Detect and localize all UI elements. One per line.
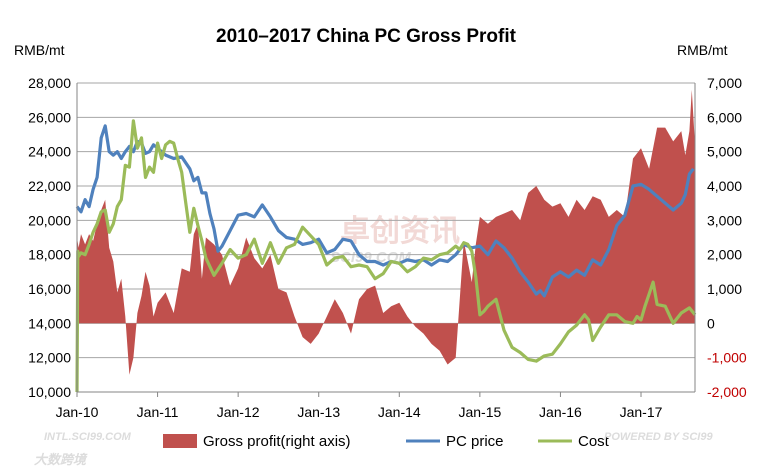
legend-label-gross-profit: Gross profit(right axis) (203, 433, 351, 450)
y-right-tick-label: 6,000 (707, 109, 742, 125)
x-tick-label: Jan-14 (378, 404, 421, 420)
cost-line (75, 119, 697, 393)
x-tick-label: Jan-16 (539, 404, 582, 420)
y-right-tick-label: 4,000 (707, 178, 742, 194)
legend: Gross profit(right axis) PC price Cost (163, 433, 610, 450)
x-tick-label: Jan-15 (458, 404, 501, 420)
gross-profit-area-layer (77, 89, 695, 375)
y-right-tick-label: 7,000 (707, 75, 742, 91)
y-left-tick-label: 24,000 (28, 144, 71, 160)
y-left-tick-label: 10,000 (28, 384, 71, 400)
x-tick-label: Jan-11 (137, 404, 179, 420)
watermark-bottom-left-cn: 大数跨境 (34, 452, 88, 467)
chart-title: 2010–2017 China PC Gross Profit (216, 26, 517, 47)
price-lines-layer (75, 119, 697, 393)
watermark-bottom-right-en: POWERED BY SCI99 (604, 431, 713, 443)
y-right-tick-label: 3,000 (707, 212, 742, 228)
y-right-tick-label: -1,000 (707, 350, 747, 366)
y-left-tick-label: 22,000 (28, 178, 71, 194)
y-right-tick-label: 5,000 (707, 144, 742, 160)
right-axis-ticks: -2,000 -1,000 0 1,000 2,000 3,000 4,000 5,000 6,… (707, 75, 747, 400)
right-axis-unit: RMB/mt (677, 42, 728, 58)
y-left-tick-label: 16,000 (28, 281, 71, 297)
x-tick-label: Jan-12 (217, 404, 260, 420)
x-tick-label: Jan-13 (297, 404, 340, 420)
left-axis-unit: RMB/mt (14, 42, 65, 58)
x-tick-label: Jan-17 (620, 404, 663, 420)
y-left-tick-label: 20,000 (28, 212, 71, 228)
x-axis-ticks: Jan-10 Jan-11 Jan-12 Jan-13 Jan-14 Jan-15 Jan-… (56, 392, 663, 420)
watermark-bottom-left-en: INTL.SCI99.COM (44, 431, 132, 443)
y-right-tick-label: 2,000 (707, 247, 742, 263)
left-axis-ticks: 10,000 12,000 14,000 16,000 18,000 20,000 22,0… (28, 75, 71, 400)
y-right-tick-label: 0 (707, 315, 715, 331)
legend-label-cost: Cost (578, 433, 610, 450)
legend-swatch-gross-profit (163, 434, 197, 448)
y-right-tick-label: 1,000 (707, 281, 742, 297)
y-left-tick-label: 18,000 (28, 247, 71, 263)
gross-profit-area (77, 89, 695, 375)
x-tick-label: Jan-10 (56, 404, 99, 420)
y-left-tick-label: 28,000 (28, 75, 71, 91)
legend-label-pc-price: PC price (446, 433, 504, 450)
y-left-tick-label: 14,000 (28, 315, 71, 331)
y-right-tick-label: -2,000 (707, 384, 747, 400)
y-left-tick-label: 12,000 (28, 350, 71, 366)
y-left-tick-label: 26,000 (28, 109, 71, 125)
